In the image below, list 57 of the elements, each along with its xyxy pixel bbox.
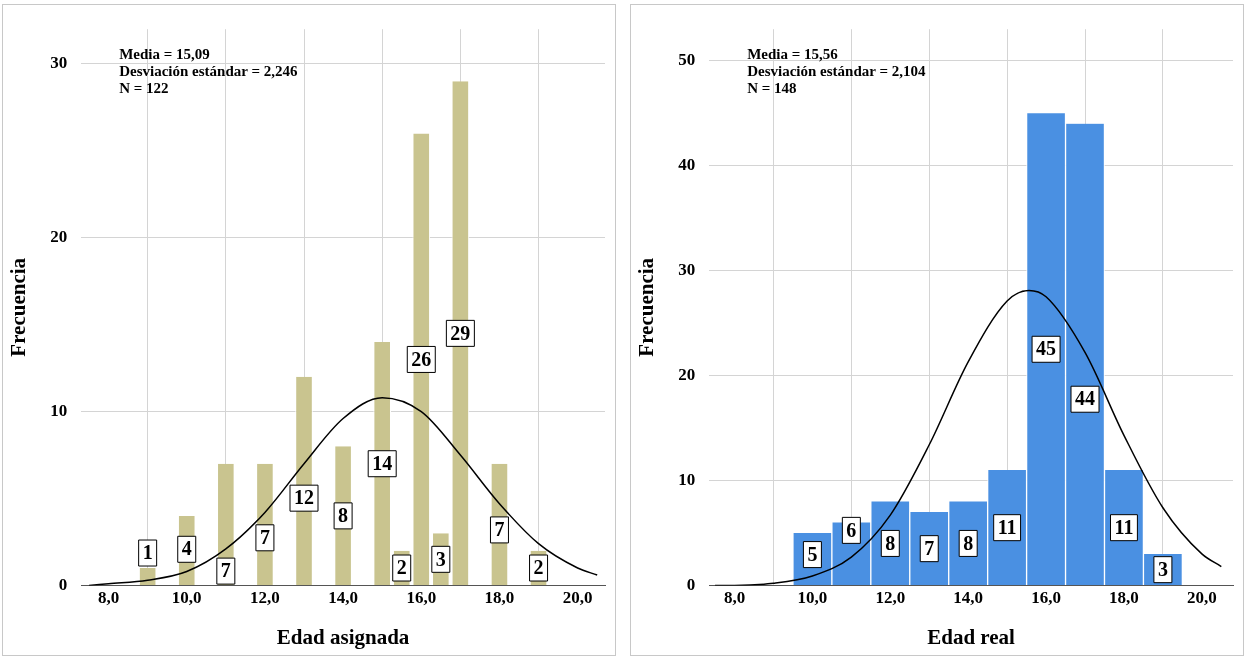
annotation: Media = 15,09	[119, 45, 210, 62]
y-tick-label: 0	[58, 574, 68, 594]
y-tick-label: 50	[678, 50, 696, 70]
data-label: 14	[372, 451, 393, 474]
data-label: 4	[181, 537, 192, 560]
data-label: 7	[924, 536, 935, 559]
x-tick-label: 18,0	[484, 587, 515, 607]
data-label: 6	[846, 518, 857, 541]
annotation: N = 122	[119, 79, 169, 96]
data-label: 5	[807, 542, 818, 565]
y-tick-label: 20	[678, 364, 696, 384]
data-label: 3	[435, 547, 446, 570]
data-label: 8	[338, 504, 349, 527]
y-tick-label: 10	[678, 469, 696, 489]
annotation: Media = 15,56	[747, 45, 839, 62]
x-tick-label: 10,0	[171, 587, 202, 607]
x-axis-title: Edad real	[927, 624, 1016, 649]
y-axis-title: Frecuencia	[634, 257, 659, 357]
data-label: 45	[1036, 337, 1057, 360]
x-axis-title: Edad asignada	[276, 624, 410, 649]
x-tick-label: 10,0	[797, 587, 828, 607]
x-tick-label: 12,0	[875, 587, 906, 607]
data-label: 3	[1157, 557, 1168, 580]
y-tick-label: 10	[50, 400, 68, 420]
x-tick-label: 12,0	[250, 587, 280, 607]
data-label: 7	[494, 518, 505, 541]
x-tick-label: 18,0	[1109, 587, 1139, 607]
y-tick-label: 20	[50, 227, 68, 247]
data-label: 2	[533, 556, 544, 579]
data-label: 12	[294, 486, 315, 509]
data-label: 1	[142, 541, 153, 564]
annotation: N = 148	[747, 79, 797, 96]
x-tick-label: 20,0	[562, 587, 593, 607]
data-label: 8	[963, 531, 974, 554]
data-label: 7	[220, 559, 231, 582]
y-tick-label: 30	[678, 259, 696, 279]
data-label: 7	[259, 525, 270, 548]
y-tick-label: 40	[678, 155, 696, 175]
x-tick-label: 20,0	[1186, 587, 1217, 607]
data-label: 11	[1114, 515, 1134, 538]
x-tick-label: 8,0	[97, 587, 120, 607]
data-label: 26	[411, 347, 432, 370]
x-tick-label: 14,0	[328, 587, 358, 607]
x-tick-label: 8,0	[723, 587, 746, 607]
y-tick-label: 0	[686, 574, 696, 594]
annotation: Desviación estándar = 2,246	[119, 62, 298, 79]
x-tick-label: 14,0	[953, 587, 984, 607]
data-label: 2	[396, 556, 407, 579]
data-label: 29	[450, 321, 471, 344]
x-tick-label: 16,0	[406, 587, 437, 607]
data-label: 11	[997, 515, 1017, 538]
y-tick-label: 30	[50, 53, 68, 73]
y-axis-title: Frecuencia	[6, 257, 31, 357]
data-label: 8	[885, 531, 896, 554]
x-tick-label: 16,0	[1031, 587, 1061, 607]
data-label: 44	[1075, 387, 1096, 410]
annotation: Desviación estándar = 2,104	[747, 62, 926, 79]
